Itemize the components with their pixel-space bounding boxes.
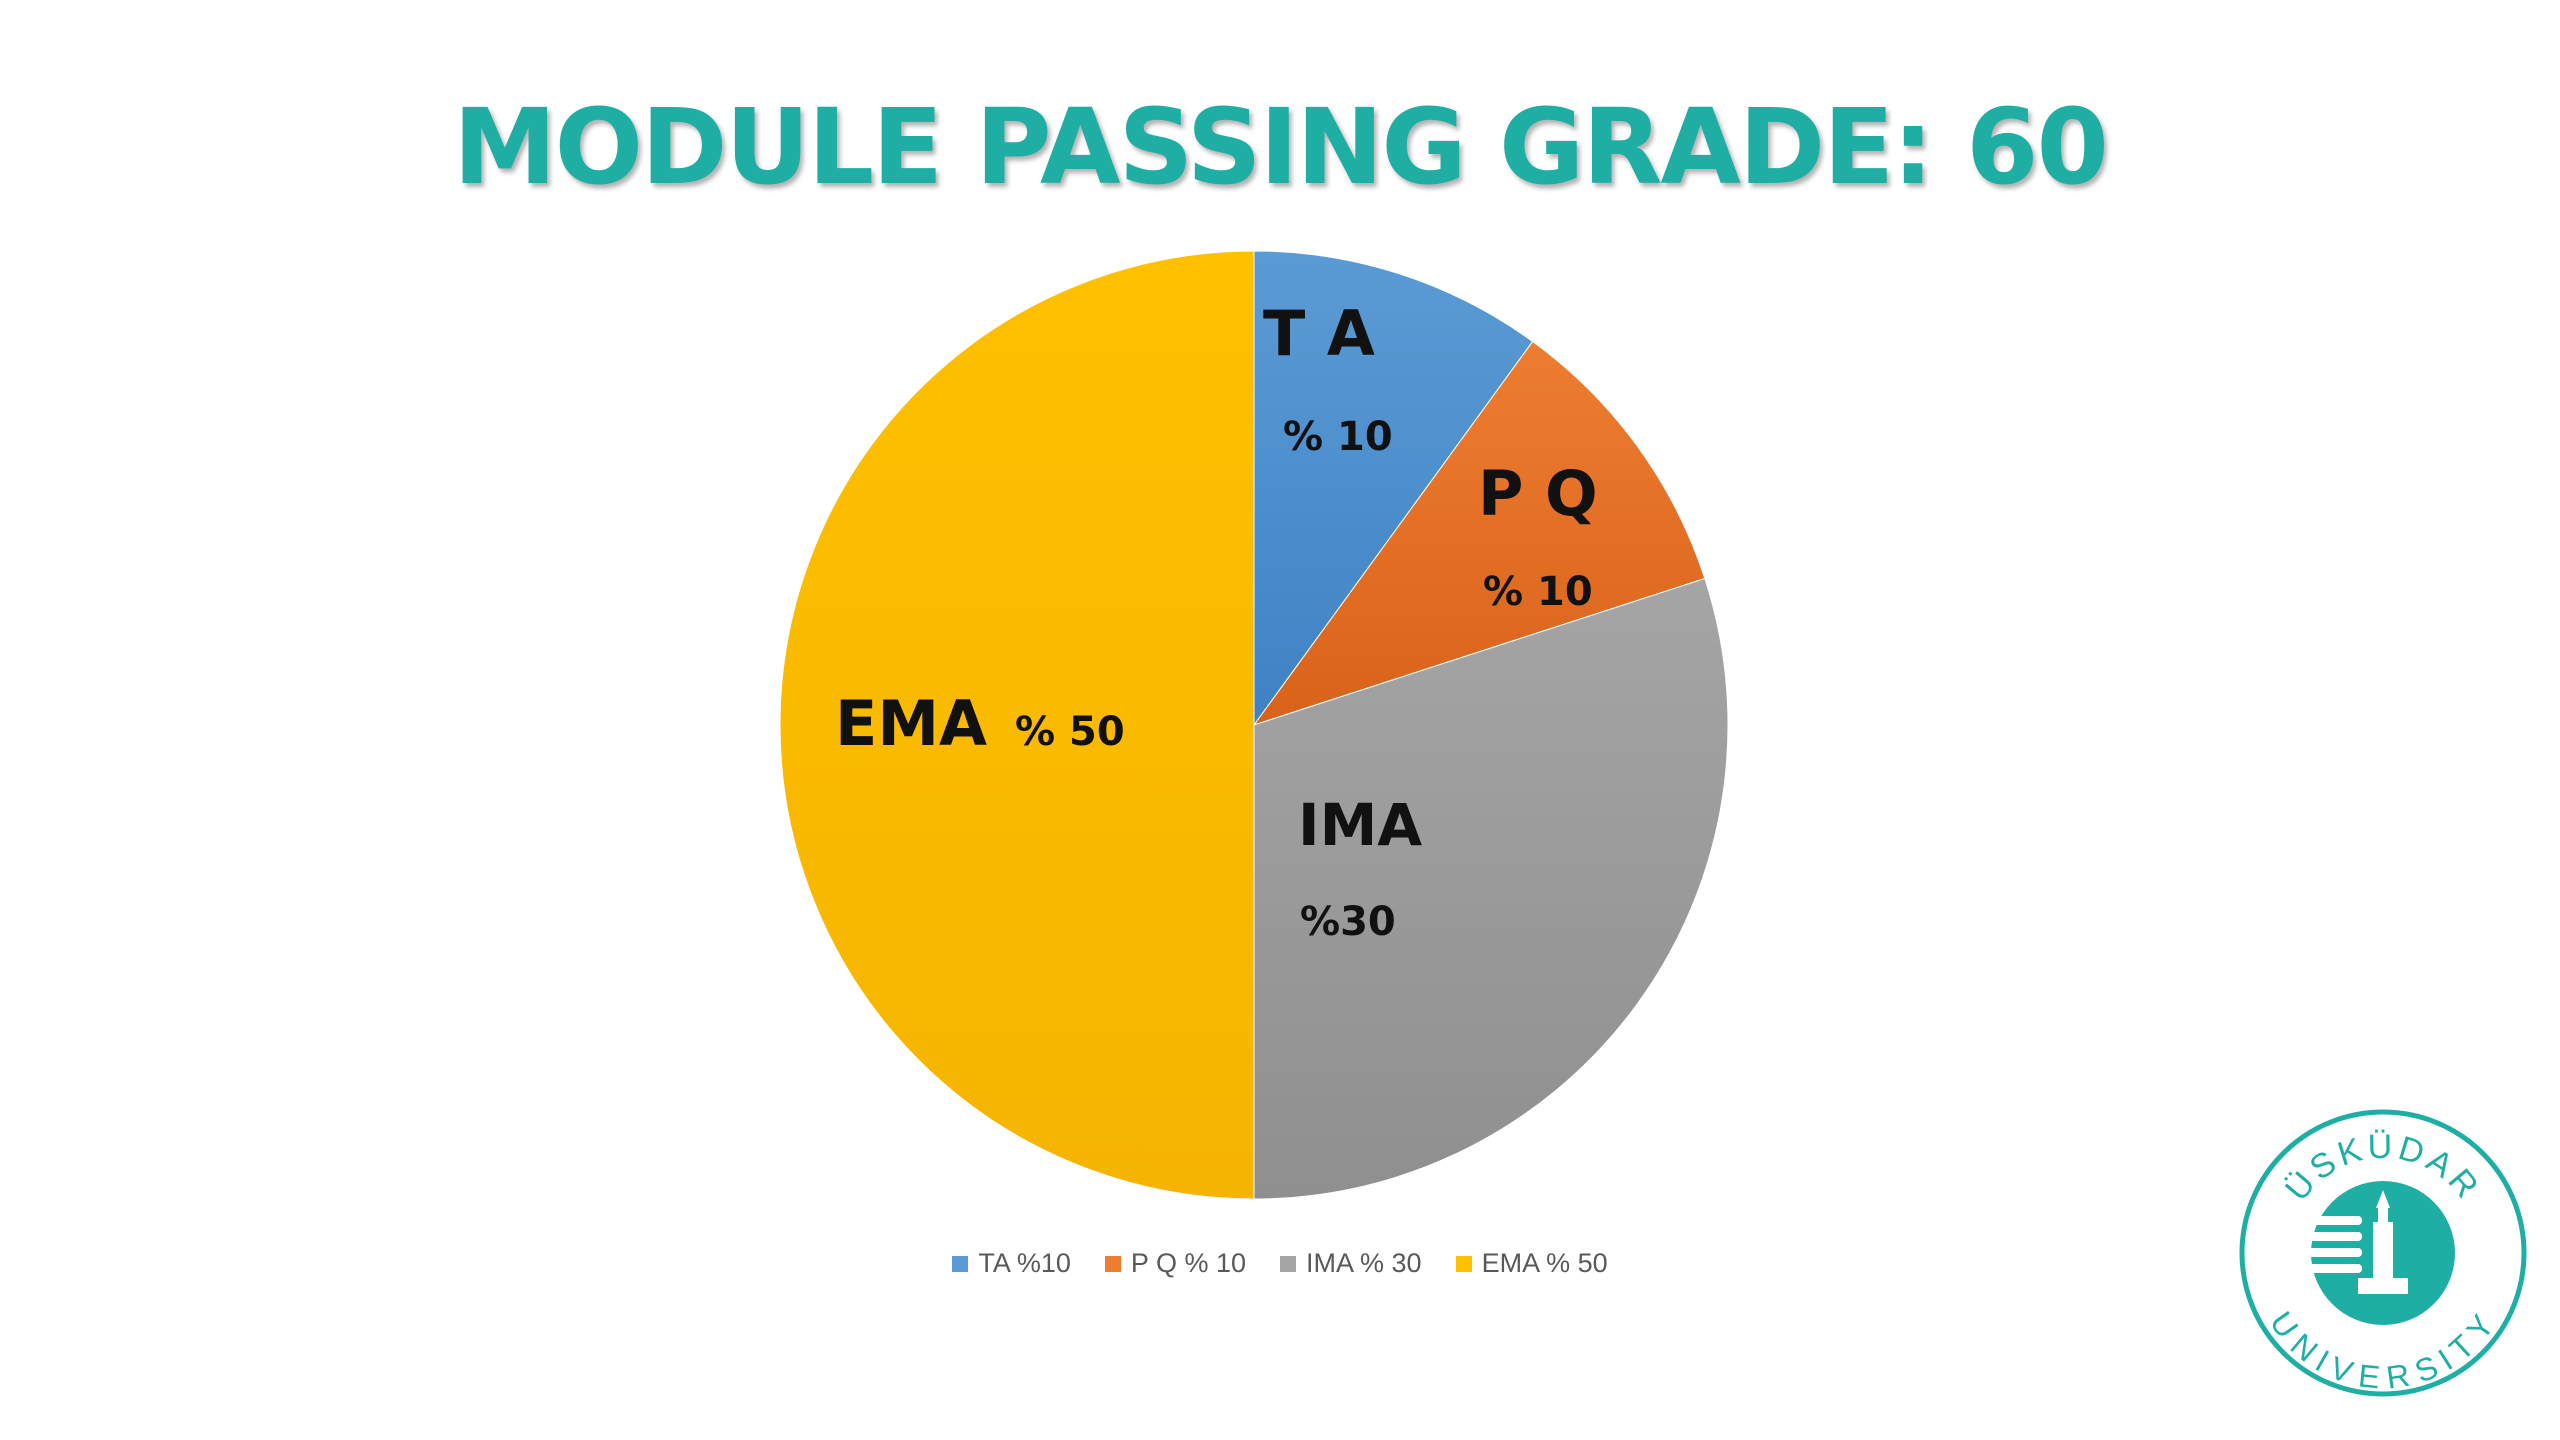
chart-legend: TA %10 P Q % 10 IMA % 30 EMA % 50 — [0, 1248, 2560, 1279]
legend-item-ta: TA %10 — [952, 1248, 1071, 1279]
pie-slice-label-ima: IMA — [1298, 791, 1422, 859]
pie-slice-label-ta: T A — [1263, 297, 1375, 370]
pie-slices — [779, 250, 1729, 1200]
logo-stripes — [2296, 1216, 2362, 1273]
legend-swatch — [1104, 1255, 1121, 1272]
pie-slice-ta — [1253, 250, 1534, 727]
pie-slice-pq — [1252, 340, 1706, 726]
legend-label: IMA % 30 — [1306, 1248, 1422, 1278]
pie-slice-label-ema: EMA — [835, 687, 987, 760]
pie-slice-labels: T A % 10 P Q % 10 IMA %30 EMA % 50 — [835, 297, 1598, 945]
legend-item-pq: P Q % 10 — [1104, 1248, 1246, 1279]
legend-label: EMA % 50 — [1481, 1248, 1608, 1278]
legend-swatch — [1455, 1255, 1472, 1272]
legend-label: P Q % 10 — [1130, 1248, 1246, 1278]
uskudar-university-logo: ISTANBUL 2011 ÜSKÜDAR UNIVERSITY — [2239, 1109, 2527, 1397]
pie-slice-ima — [1253, 577, 1729, 1200]
legend-swatch — [952, 1255, 969, 1272]
pie-slice-percent-pq: % 10 — [1483, 569, 1593, 615]
legend-label: TA %10 — [978, 1248, 1071, 1278]
slide-title: MODULE PASSING GRADE: 60 — [453, 86, 2109, 208]
logo-year: 2011 — [2373, 1307, 2393, 1315]
pie-slice-percent-ima: %30 — [1300, 899, 1396, 945]
legend-item-ema: EMA % 50 — [1455, 1248, 1608, 1279]
maidens-tower-icon — [2358, 1190, 2408, 1294]
pie-slice-percent-ta: % 10 — [1283, 414, 1393, 460]
legend-swatch — [1280, 1255, 1296, 1272]
pie-slice-ema — [779, 250, 1255, 1200]
pie-slice-label-pq: P Q — [1478, 457, 1598, 530]
logo-city: ISTANBUL — [2364, 1298, 2403, 1306]
legend-item-ima: IMA % 30 — [1280, 1248, 1422, 1279]
pie-slice-percent-ema: % 50 — [1015, 709, 1125, 755]
